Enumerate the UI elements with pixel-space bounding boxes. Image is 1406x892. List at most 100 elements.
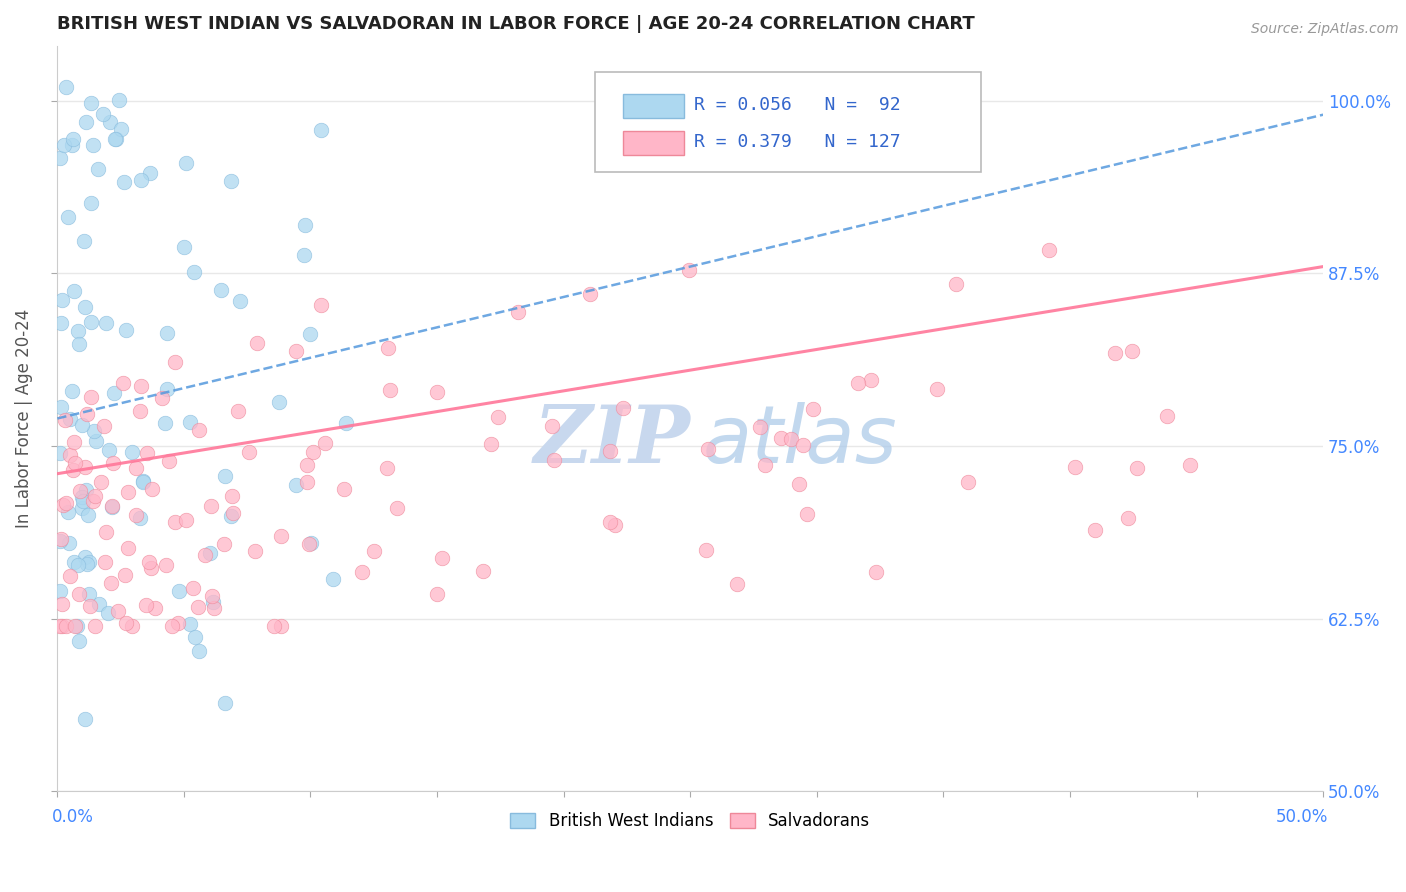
Point [796,508,818,522]
Point [70,418,93,433]
Point [67,324,90,338]
Point [299,536,322,550]
Point [284,344,307,359]
Point [49,532,72,546]
Point [184,630,207,644]
Point [49,583,72,598]
Point [226,404,249,418]
Point [425,385,447,400]
Point [779,432,801,446]
Y-axis label: In Labor Force | Age 20-24: In Labor Force | Age 20-24 [15,309,32,528]
Point [83,424,105,438]
Point [156,382,179,396]
Point [1038,244,1060,258]
Point [865,565,887,579]
Legend: British West Indians, Salvadorans: British West Indians, Salvadorans [503,805,877,837]
Point [139,166,162,180]
Point [111,376,134,391]
FancyBboxPatch shape [623,131,683,155]
Point [117,541,139,555]
Point [599,444,621,458]
Point [59,448,82,462]
Point [155,326,177,340]
Point [52,137,75,152]
Point [202,601,225,615]
Point [298,326,321,341]
Point [75,115,97,129]
Point [65,456,87,470]
Point [66,619,89,633]
Point [267,394,290,409]
Point [49,316,72,330]
Point [67,587,90,601]
Point [129,511,152,525]
Point [152,391,174,405]
Text: R = 0.056   N =  92: R = 0.056 N = 92 [695,95,901,113]
Point [221,489,243,503]
Point [333,482,356,496]
Point [51,597,73,611]
Point [67,634,90,648]
Point [98,115,121,129]
Point [803,402,825,417]
Point [1104,346,1126,360]
Point [51,618,73,632]
Point [543,452,565,467]
Point [98,443,121,458]
Point [188,644,211,658]
Point [792,438,814,452]
Point [309,123,332,137]
Point [100,500,122,514]
Point [110,122,132,136]
Point [94,316,117,330]
Point [188,424,211,438]
Point [859,373,882,387]
Point [59,569,82,583]
Point [1125,461,1147,475]
Point [72,234,94,248]
Point [80,196,103,211]
Point [55,618,77,632]
Point [53,413,76,427]
Point [56,505,79,519]
Point [107,604,129,618]
Point [80,390,103,404]
Point [200,499,222,513]
Point [169,583,191,598]
Point [90,475,112,490]
Point [377,341,399,355]
Point [198,546,221,560]
Point [229,294,252,309]
Point [270,618,292,632]
Point [138,556,160,570]
Point [605,518,627,533]
Point [112,175,135,189]
Point [1116,511,1139,525]
Point [322,572,344,586]
Point [75,483,97,498]
Point [96,524,118,539]
Point [363,544,385,558]
Point [957,475,980,489]
Point [103,385,125,400]
Point [121,445,143,459]
Point [108,93,131,107]
Point [309,298,332,312]
Point [55,80,77,95]
Point [214,469,236,483]
Point [335,416,357,430]
Point [63,284,86,298]
Point [432,550,454,565]
Point [378,383,401,397]
Point [540,418,562,433]
Text: 0.0%: 0.0% [52,808,94,826]
Point [471,564,494,578]
Point [141,482,163,496]
Point [506,305,529,319]
Point [69,483,91,498]
Point [375,460,398,475]
Point [58,210,80,224]
Text: R = 0.379   N = 127: R = 0.379 N = 127 [695,133,901,151]
Point [201,589,224,603]
Point [77,555,100,569]
